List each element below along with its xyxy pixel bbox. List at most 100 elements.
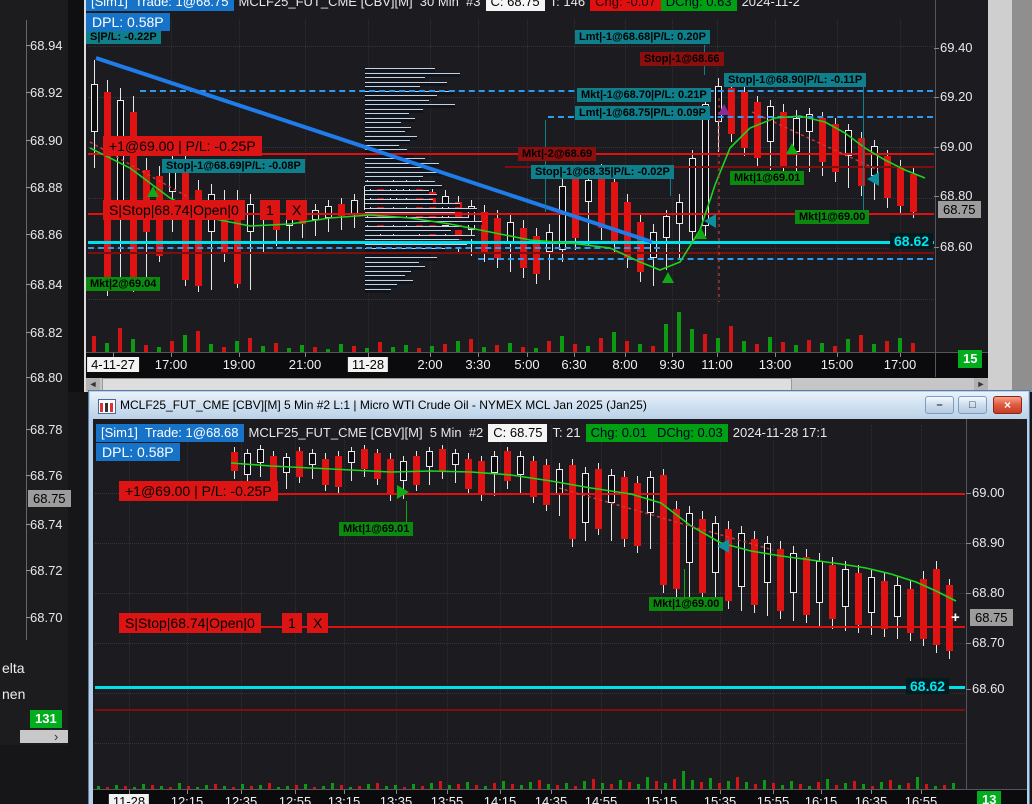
buy-marker-icon	[695, 228, 707, 239]
price-level-line	[88, 241, 934, 244]
gridline	[478, 20, 479, 352]
price-tick-mark	[934, 247, 939, 248]
candle	[517, 456, 524, 475]
volume-bar	[835, 785, 838, 789]
trade-position-status[interactable]: [Sim1] Trade: 1@68.68	[96, 424, 244, 442]
volume-bar	[385, 786, 388, 789]
volume-bar	[133, 787, 136, 789]
volume-bar	[880, 782, 883, 789]
order-label[interactable]: Stop|-1@68.69|P/L: -0.08P	[162, 159, 305, 173]
volume-bar	[268, 783, 271, 789]
volume-bar	[952, 783, 955, 789]
restore-button[interactable]: □	[958, 396, 987, 414]
order-label[interactable]: Mkt|-1@68.70|P/L: 0.21P	[577, 88, 711, 102]
order-label[interactable]: Mkt|1@69.00	[649, 597, 724, 611]
volume-bar	[417, 348, 421, 352]
time-tick: 13:15	[327, 794, 361, 804]
window-titlebar[interactable]: MCLF25_FUT_CME [CBV][M] 5 Min #2 L:1 | M…	[90, 392, 1028, 419]
scroll-right-arrow-icon[interactable]: ►	[974, 378, 988, 391]
last-price-highlight: 68.75	[970, 609, 1013, 626]
volume-bar	[170, 341, 174, 352]
cancel-order-button[interactable]: X	[307, 613, 329, 633]
volume-bar	[511, 784, 514, 789]
cancel-order-button[interactable]: X	[286, 200, 308, 220]
top-chart-area[interactable]	[86, 0, 988, 377]
volume-bar	[250, 786, 253, 789]
price-tick-mark	[966, 643, 971, 644]
volume-bar	[925, 784, 928, 789]
gridline	[447, 425, 448, 789]
volume-bar	[412, 784, 415, 789]
bottom-chart-time-axis[interactable]	[93, 789, 1027, 804]
order-label[interactable]: Mkt|2@69.04	[86, 277, 161, 291]
top-chart-vertical-scrollbar[interactable]	[988, 0, 1012, 392]
order-label[interactable]: Mkt|1@69.00	[795, 210, 870, 224]
candle	[897, 166, 904, 206]
order-label[interactable]: Mkt|1@69.01	[730, 171, 805, 185]
volume-bar	[274, 343, 278, 352]
time-tick: 16:55	[904, 794, 938, 804]
volume-bar	[934, 786, 937, 789]
order-label[interactable]: Mkt|-2@68.69	[518, 147, 597, 161]
time-tick: 12:55	[278, 794, 312, 804]
volume-profile-row	[365, 95, 437, 99]
time-tick: 16:15	[804, 794, 838, 804]
time-tick-mark	[171, 353, 172, 357]
trade-position-status[interactable]: [Sim1] Trade: 1@68.75	[86, 0, 234, 11]
gridline	[295, 425, 296, 789]
price-tick: 68.60	[972, 681, 1005, 696]
order-label[interactable]: Lmt|-1@68.68|P/L: 0.20P	[575, 30, 710, 44]
order-label[interactable]: +1@69.00 | P/L: -0.25P	[103, 136, 262, 156]
volume-bar	[443, 344, 447, 352]
volume-bar	[340, 785, 343, 789]
background-chart-price-scale[interactable]: 68.94 68.92 68.90 68.88 68.86 68.84 68.82 68.80…	[0, 0, 71, 745]
volume-bar	[682, 771, 685, 789]
order-label[interactable]: +1@69.00 | P/L: -0.25P	[119, 481, 278, 501]
volume-bar	[466, 782, 469, 789]
volume-profile-row	[365, 176, 423, 180]
volume-profile-row	[365, 113, 409, 117]
price-tick-mark	[26, 429, 30, 430]
volume-profile-row	[365, 207, 477, 212]
price-tick-mark	[26, 92, 30, 93]
order-quantity-box[interactable]: 1	[282, 613, 302, 633]
bottom-chart-area[interactable]: [Sim1] Trade: 1@68.68 MCLF25_FUT_CME [CBV…	[93, 419, 1027, 804]
volume-bar	[538, 780, 541, 789]
volume-bar	[718, 783, 721, 789]
minimize-button[interactable]: –	[925, 396, 954, 414]
order-label[interactable]: S|Stop|68.74|Open|0	[103, 200, 245, 220]
volume-bar	[439, 781, 442, 789]
candle	[621, 477, 628, 539]
order-label[interactable]: Mkt|1@69.01	[339, 522, 414, 536]
volume-profile-row	[365, 117, 415, 122]
volume-profile-row	[365, 158, 425, 162]
order-quantity-box[interactable]: 1	[260, 200, 280, 220]
horizontal-scrollbar[interactable]	[20, 730, 68, 743]
order-label[interactable]: Lmt|-1@68.75|P/L: 0.09P	[575, 106, 710, 120]
close-button[interactable]: ×	[993, 396, 1022, 414]
volume-bar	[754, 784, 757, 789]
order-label[interactable]: Stop|-1@68.90|P/L: -0.11P	[724, 73, 867, 87]
scroll-left-arrow-icon[interactable]: ◄	[86, 378, 100, 391]
candle	[767, 106, 774, 142]
candle	[530, 461, 537, 497]
bottom-chart-window: MCLF25_FUT_CME [CBV][M] 5 Min #2 L:1 | M…	[88, 390, 1030, 804]
scroll-right-arrow-icon[interactable]: ›	[54, 729, 59, 744]
volume-profile-row	[365, 279, 413, 284]
candle	[351, 200, 358, 214]
volume-profile-row	[365, 135, 417, 140]
volume-bar	[871, 786, 874, 789]
order-label[interactable]: S|Stop|68.74|Open|0	[119, 613, 261, 633]
candle	[790, 553, 797, 593]
time-tick-mark	[871, 790, 872, 794]
time-tick-mark	[527, 353, 528, 357]
volume-bar	[404, 345, 408, 352]
order-label[interactable]: Stop|-1@68.66	[640, 52, 724, 66]
candle	[647, 477, 654, 513]
price-tick-mark	[26, 377, 30, 378]
price-tick: 68.60	[940, 239, 973, 254]
volume-bar	[118, 328, 122, 352]
volume-bar	[664, 783, 667, 789]
order-label[interactable]: Stop|-1@68.35|P/L: -0.02P	[531, 165, 674, 179]
volume-bar	[495, 345, 499, 352]
